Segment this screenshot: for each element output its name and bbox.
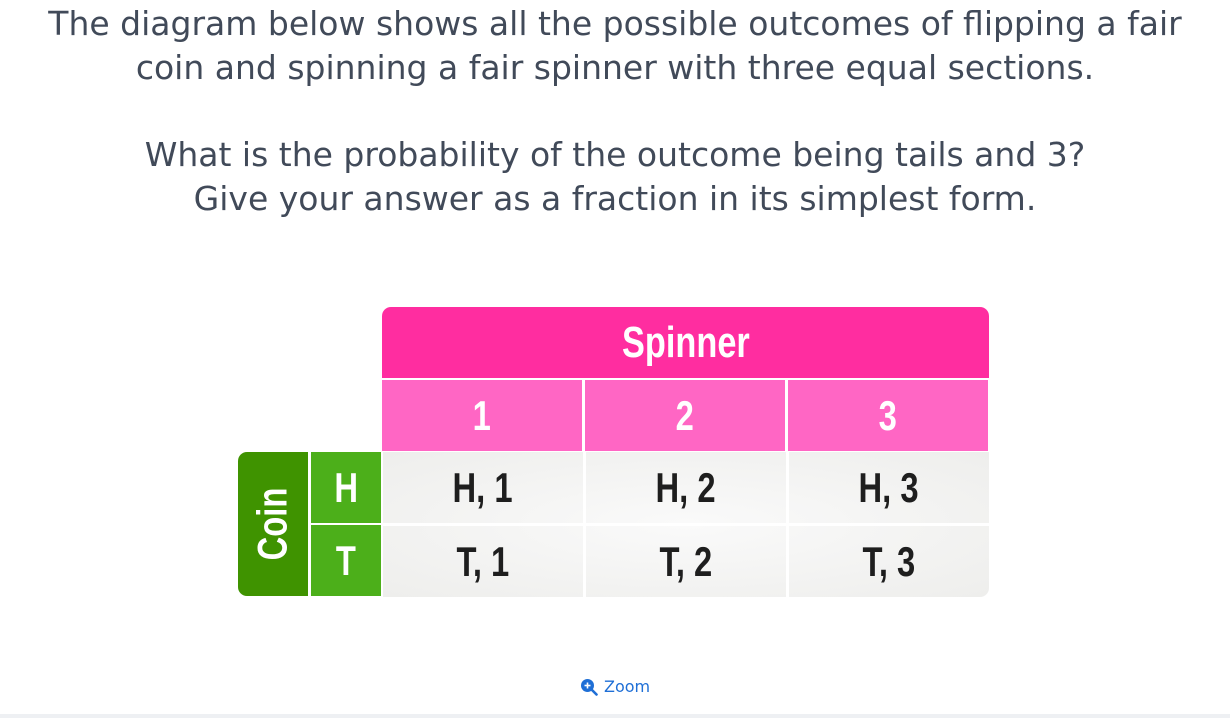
- spinner-header: Spinner: [382, 307, 989, 378]
- coin-value-label: H: [334, 463, 358, 511]
- spinner-value-label: 3: [878, 391, 898, 439]
- coin-header-label: Coin: [249, 487, 296, 561]
- grid-divider: [383, 523, 989, 526]
- question-line-2: coin and spinning a fair spinner with th…: [135, 48, 1095, 87]
- spinner-value-1: 1: [382, 380, 582, 451]
- outcome-table-diagram: Spinner 1 2 3 Coin H T H, 1 H, 2 H, 3 T,…: [238, 307, 990, 597]
- question-line-1: The diagram below shows all the possible…: [48, 4, 1182, 43]
- outcome-cell: H, 3: [789, 452, 989, 523]
- question-line-3: What is the probability of the outcome b…: [144, 135, 1086, 174]
- spinner-header-label: Spinner: [621, 317, 750, 367]
- spinner-value-label: 2: [675, 391, 695, 439]
- outcome-label: H, 2: [655, 463, 717, 511]
- spinner-value-3: 3: [788, 380, 988, 451]
- coin-value-heads: H: [311, 452, 381, 523]
- outcome-cell: T, 3: [789, 526, 989, 597]
- bottom-divider: [0, 714, 1230, 718]
- outcome-cell: T, 2: [586, 526, 786, 597]
- zoom-label[interactable]: Zoom: [604, 677, 651, 696]
- spinner-value-2: 2: [585, 380, 785, 451]
- coin-value-label: T: [335, 536, 357, 584]
- outcome-label: H, 1: [452, 463, 514, 511]
- zoom-button[interactable]: Zoom: [580, 677, 650, 696]
- outcome-cell: H, 1: [383, 452, 583, 523]
- outcome-label: H, 3: [858, 463, 920, 511]
- outcome-cell: T, 1: [383, 526, 583, 597]
- outcome-label: T, 2: [659, 537, 713, 585]
- outcome-label: T, 1: [456, 537, 510, 585]
- zoom-in-icon: [581, 678, 598, 696]
- question-line-4: Give your answer as a fraction in its si…: [193, 179, 1037, 218]
- coin-value-tails: T: [311, 525, 381, 596]
- question-text: The diagram below shows all the possible…: [0, 2, 1230, 221]
- spinner-value-label: 1: [472, 391, 492, 439]
- outcome-label: T, 3: [862, 537, 916, 585]
- coin-header: Coin: [238, 452, 308, 596]
- outcomes-grid: H, 1 H, 2 H, 3 T, 1 T, 2 T, 3: [383, 452, 989, 597]
- outcome-cell: H, 2: [586, 452, 786, 523]
